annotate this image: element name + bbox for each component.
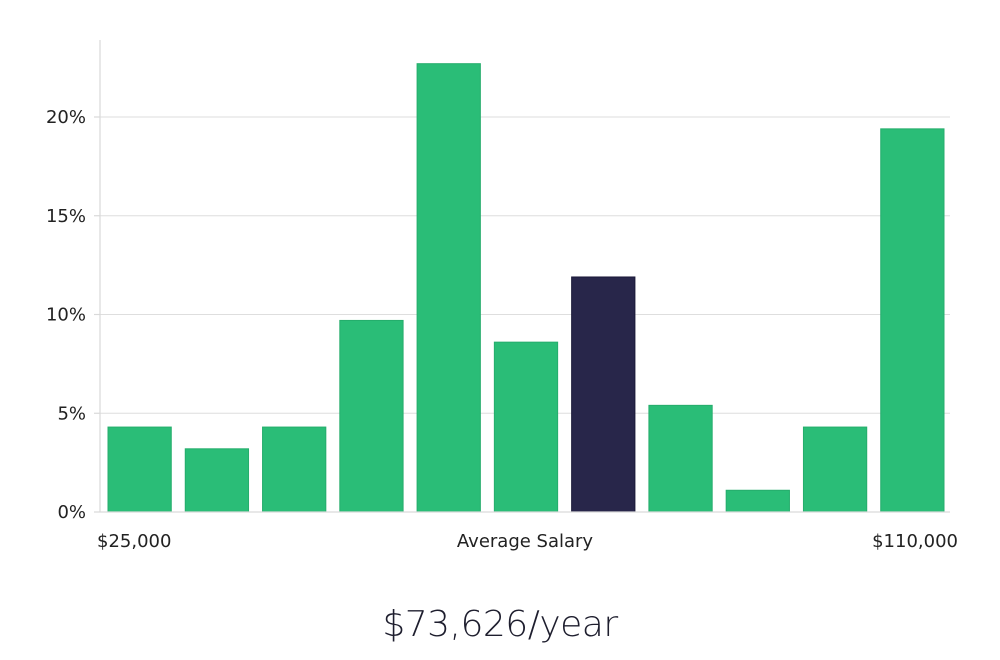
bar bbox=[493, 341, 559, 513]
bar bbox=[880, 128, 945, 513]
bar bbox=[339, 319, 404, 513]
salary-distribution-chart: 0% 5% 10% 15% 20% $25,000 Average Salary $11… bbox=[46, 40, 958, 552]
bars bbox=[107, 63, 945, 513]
bar bbox=[802, 426, 868, 513]
y-tick-labels: 0% 5% 10% 15% 20% bbox=[46, 107, 86, 523]
y-tick-label: 10% bbox=[46, 305, 86, 326]
x-axis-title: Average Salary bbox=[457, 531, 594, 552]
bar bbox=[416, 63, 481, 513]
y-tick-label: 5% bbox=[57, 403, 86, 424]
y-tick-label: 0% bbox=[57, 502, 86, 523]
bar bbox=[648, 404, 713, 513]
x-max-label: $110,000 bbox=[872, 531, 958, 552]
bar-highlighted bbox=[571, 276, 636, 513]
y-tick-label: 20% bbox=[46, 107, 86, 128]
y-tick-label: 15% bbox=[46, 206, 86, 227]
bar bbox=[184, 448, 250, 513]
bar bbox=[262, 426, 327, 513]
bar bbox=[725, 489, 790, 513]
average-salary-value: $73,626/year bbox=[382, 604, 618, 645]
axes bbox=[99, 40, 950, 513]
x-min-label: $25,000 bbox=[97, 531, 171, 552]
grid-lines bbox=[94, 116, 950, 513]
bar bbox=[107, 426, 172, 513]
